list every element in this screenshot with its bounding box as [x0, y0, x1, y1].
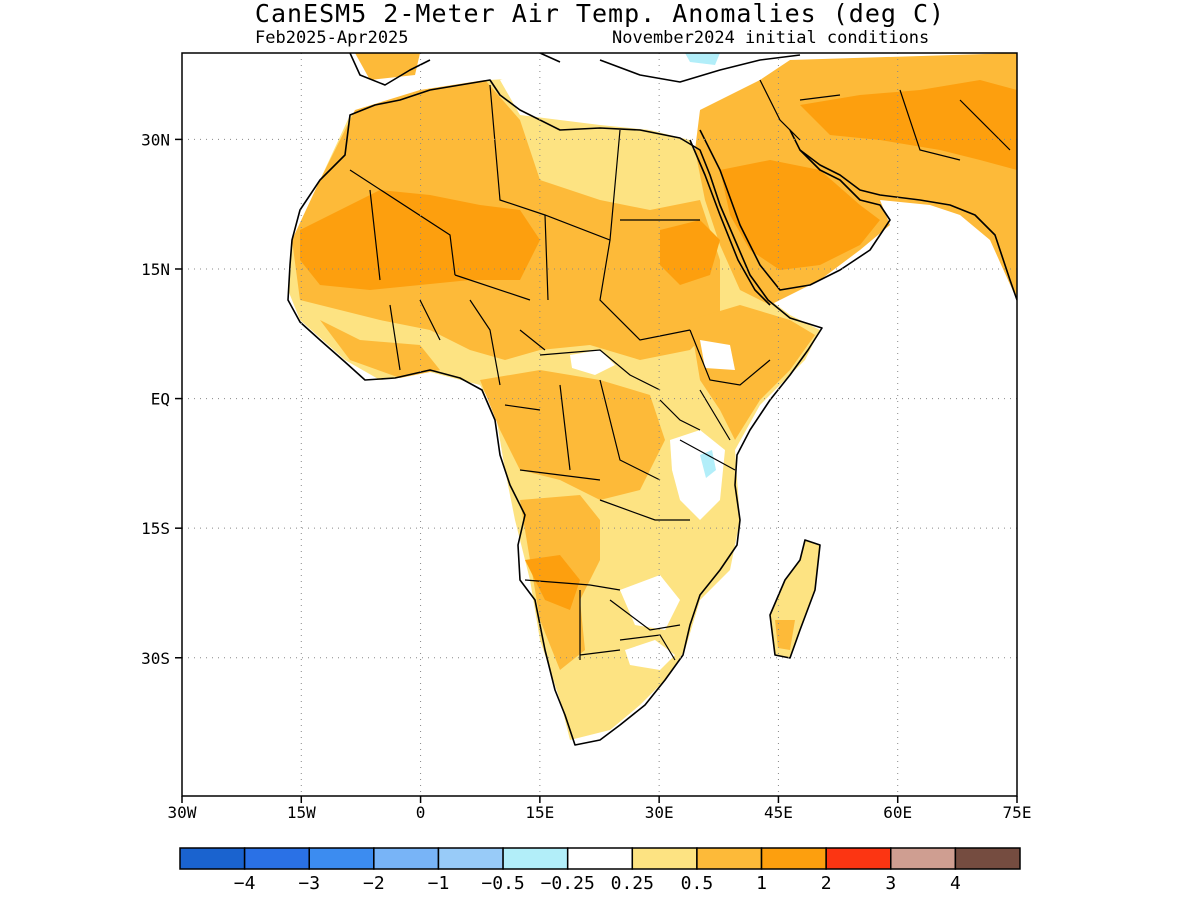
- x-tick-label: 45E: [764, 803, 793, 822]
- iberia-anomaly: [355, 53, 420, 80]
- colorbar-swatch: [243, 847, 310, 870]
- colorbar-label: 3: [885, 873, 896, 894]
- border-middle-east: [759, 79, 1011, 161]
- border-north-africa: [349, 84, 700, 341]
- colorbar-label: −4: [234, 873, 256, 894]
- colorbar-label: −3: [298, 873, 320, 894]
- y-tick-label: 30S: [141, 649, 170, 668]
- colorbar-swatch: [373, 847, 440, 870]
- border-central-africa: [504, 349, 690, 521]
- colorbar-swatch: [566, 847, 634, 870]
- border-west-africa: [389, 274, 546, 386]
- x-tick-label: 0: [416, 803, 426, 822]
- map-area: [287, 53, 1017, 746]
- africa-anomaly-orange-west: [320, 320, 440, 378]
- x-tick-label: 75E: [1003, 803, 1032, 822]
- y-tick-label: 15S: [141, 519, 170, 538]
- colorbar-label: −2: [363, 873, 385, 894]
- country-borders: [349, 79, 1011, 661]
- colorbar-label: 0.5: [681, 873, 714, 894]
- colorbar-swatch: [890, 847, 957, 870]
- colorbar-swatch: [631, 847, 698, 870]
- colorbar-swatch: [179, 847, 246, 870]
- colorbar-label: −1: [428, 873, 450, 894]
- madagascar-coastline: [769, 539, 821, 659]
- colorbar-label: 1: [756, 873, 767, 894]
- colorbar-swatch: [825, 847, 892, 870]
- arabia-anomaly-dark-core: [720, 160, 880, 270]
- africa-anomaly-orange-horn: [690, 305, 815, 440]
- southern-africa-neutral-pocket: [620, 575, 680, 630]
- colorbar-label: 4: [950, 873, 961, 894]
- colorbar-swatch: [696, 847, 763, 870]
- x-tick-label: 30W: [168, 803, 197, 822]
- x-tick-label: 60E: [883, 803, 912, 822]
- arabia-coastline: [699, 129, 891, 291]
- colorbar-swatch: [760, 847, 827, 870]
- x-tick-label: 30E: [645, 803, 674, 822]
- initial-conditions: November2024 initial conditions: [612, 28, 930, 48]
- mediterranean-cool-anomaly: [685, 53, 720, 65]
- colorbar-swatch: [954, 847, 1021, 870]
- colorbar-swatch: [437, 847, 504, 870]
- colorbar-label: 2: [821, 873, 832, 894]
- red-sea-coast-africa: [689, 139, 771, 306]
- sahara-anomaly-dark-core: [300, 190, 540, 290]
- anomaly-shading: [288, 53, 1017, 740]
- mediterranean-north-coast: [349, 53, 801, 86]
- axis-ticks: 30W 15W 0 15E 30E 45E 60E 75E 30N 15N EQ 15S 30S: [141, 130, 1031, 822]
- x-tick-label: 15E: [525, 803, 554, 822]
- x-tick-label: 15W: [287, 803, 316, 822]
- y-tick-label: 30N: [141, 130, 170, 149]
- persian-gulf-coast: [799, 149, 1017, 301]
- y-tick-label: EQ: [151, 390, 170, 409]
- colorbar: −4 −3 −2 −1 −0.5 −0.25 0.25 0.5 1 2 3 4: [179, 847, 1021, 894]
- africa-anomaly-orange-central: [480, 370, 665, 500]
- africa-coastline: [287, 79, 823, 746]
- coastlines: [287, 53, 1017, 746]
- colorbar-swatch: [502, 847, 569, 870]
- south-africa-neutral-pocket: [625, 640, 675, 670]
- ethiopia-neutral-pocket: [700, 340, 735, 370]
- map-title: CanESM5 2-Meter Air Temp. Anomalies (deg…: [254, 0, 946, 28]
- colorbar-label: −0.25: [541, 873, 595, 894]
- border-southern-africa: [524, 579, 681, 661]
- madagascar-anomaly-orange: [775, 620, 795, 650]
- forecast-period: Feb2025-Apr2025: [255, 28, 409, 48]
- central-africa-neutral-pocket: [570, 350, 615, 375]
- colorbar-swatch: [308, 847, 375, 870]
- border-east-africa: [659, 329, 771, 471]
- y-tick-label: 15N: [141, 260, 170, 279]
- colorbar-label: −0.5: [481, 873, 524, 894]
- colorbar-label: 0.25: [611, 873, 654, 894]
- map-frame: [181, 52, 1018, 797]
- north-africa-neutral-strip: [500, 65, 700, 140]
